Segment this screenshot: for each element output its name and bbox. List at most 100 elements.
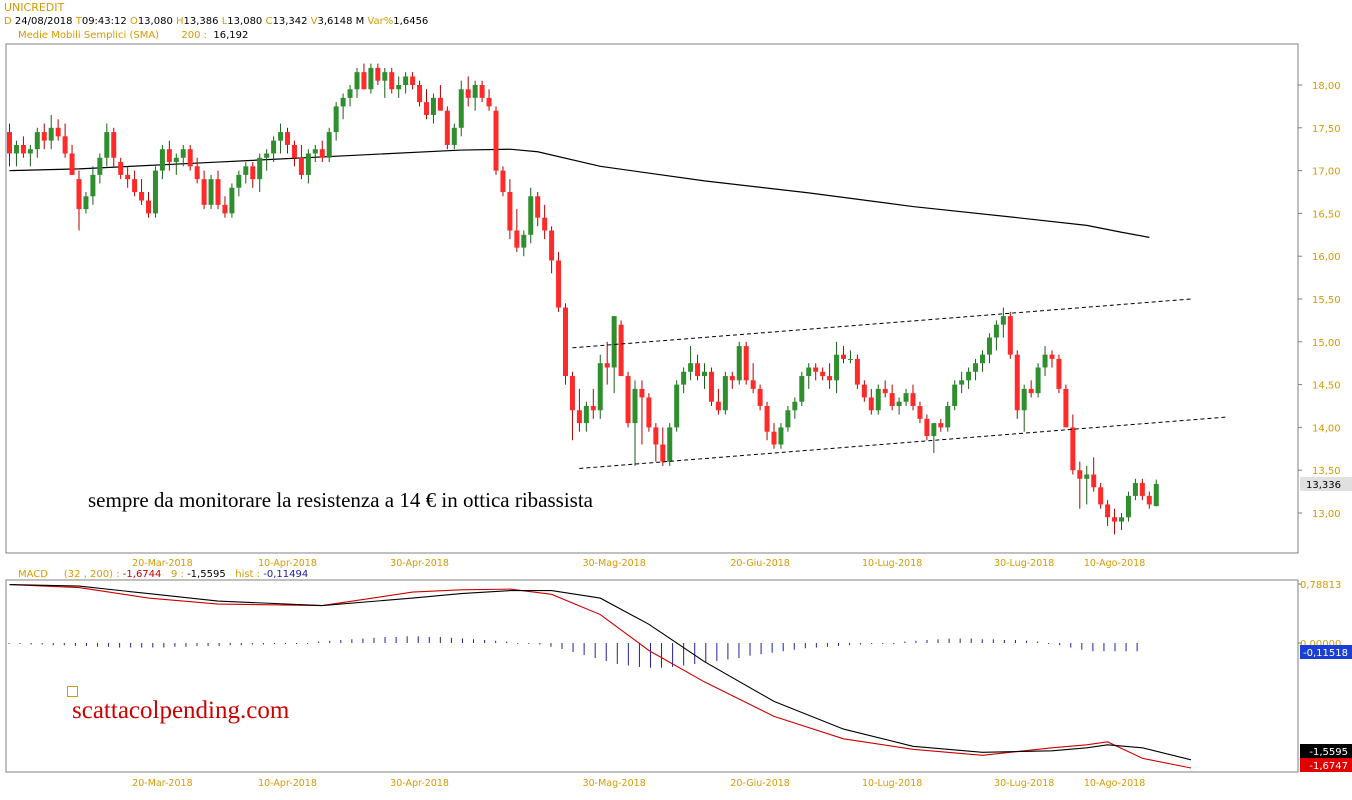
candle-body-down bbox=[194, 166, 200, 180]
candle-body-down bbox=[465, 89, 471, 98]
candle-body-down bbox=[549, 230, 555, 261]
candle-body-up bbox=[521, 234, 527, 248]
sma-period: 200 bbox=[181, 30, 201, 41]
candle-body-up bbox=[1125, 495, 1131, 518]
macd-params: (32 , 200) bbox=[63, 569, 114, 580]
date-key: D bbox=[4, 16, 12, 27]
candle-body-down bbox=[1139, 483, 1145, 496]
candle-body-down bbox=[646, 397, 652, 428]
sma-legend: Medie Mobili Semplici (SMA) 200 : 16,192 bbox=[18, 30, 248, 41]
candle-body-down bbox=[125, 174, 131, 180]
watermark-square-icon bbox=[67, 686, 78, 697]
date-tick-label: 20-Mar-2018 bbox=[132, 778, 192, 789]
candle-body-up bbox=[986, 337, 992, 355]
candle-body-up bbox=[340, 97, 346, 107]
candle-body-up bbox=[1153, 483, 1159, 507]
candle-body-up bbox=[722, 376, 728, 411]
candle-body-up bbox=[931, 423, 937, 436]
candle-body-up bbox=[847, 358, 853, 360]
candle-body-up bbox=[27, 149, 33, 154]
candle-body-up bbox=[799, 376, 805, 402]
candle-body-down bbox=[361, 72, 367, 90]
high-key: H bbox=[176, 16, 184, 27]
candle-body-up bbox=[681, 371, 687, 385]
candle-body-up bbox=[993, 324, 999, 338]
macd-axis: 0,78813 0,00000-0,11518 -1,5595 -1,6747 bbox=[1298, 580, 1352, 772]
price-tick-label: 14,50 bbox=[1312, 381, 1341, 392]
candle-body-up bbox=[1084, 474, 1090, 479]
candle-body-down bbox=[62, 136, 68, 154]
candlestick-series bbox=[7, 63, 1159, 535]
var-value: 1,6456 bbox=[393, 16, 429, 27]
ticker-title: UNICREDIT bbox=[4, 1, 65, 14]
candle-body-down bbox=[889, 393, 895, 406]
candle-body-up bbox=[90, 174, 96, 197]
date-tick-label: 30-Lug-2018 bbox=[994, 778, 1054, 789]
candle-body-down bbox=[118, 162, 124, 175]
macd-label: MACD bbox=[18, 569, 48, 580]
candle-body-down bbox=[424, 102, 429, 115]
price-tick-label: 13,00 bbox=[1312, 509, 1341, 520]
candle-body-down bbox=[500, 170, 506, 192]
candle-body-up bbox=[1119, 517, 1124, 522]
candle-body-down bbox=[1112, 517, 1118, 522]
macd-lines bbox=[9, 584, 1192, 769]
candle-body-down bbox=[715, 401, 721, 411]
candle-body-up bbox=[472, 85, 478, 98]
quote-line: D 24/08/2018 T09:43:12 O13,080 H13,386 L… bbox=[4, 16, 428, 27]
candle-body-up bbox=[13, 144, 19, 154]
macd-legend: MACD (32 , 200) : -1,6744 9 : -1,5595 hi… bbox=[18, 569, 308, 580]
candle-body-down bbox=[729, 376, 735, 381]
candle-body-up bbox=[1042, 354, 1048, 368]
candle-body-down bbox=[215, 179, 221, 205]
macd-tick-label: 0,78813 bbox=[1300, 580, 1341, 591]
macd-value-box bbox=[1300, 758, 1352, 772]
sma-value: 16,192 bbox=[213, 30, 249, 41]
candle-body-up bbox=[229, 187, 235, 214]
sma-label: Medie Mobili Semplici (SMA) bbox=[18, 30, 160, 41]
candle-body-down bbox=[389, 72, 395, 90]
candle-body-up bbox=[83, 196, 89, 210]
close-value: 13,342 bbox=[272, 16, 308, 27]
candle-body-down bbox=[1056, 358, 1062, 389]
candle-body-down bbox=[604, 363, 610, 368]
candle-body-down bbox=[146, 200, 151, 214]
candle-body-up bbox=[236, 174, 242, 188]
candle-body-up bbox=[806, 367, 812, 377]
candle-body-down bbox=[41, 132, 47, 141]
candle-body-down bbox=[187, 149, 193, 167]
candle-body-up bbox=[583, 406, 589, 424]
candle-body-up bbox=[688, 363, 694, 372]
candle-body-up bbox=[778, 427, 784, 445]
candle-body-down bbox=[1028, 388, 1034, 394]
candle-body-down bbox=[437, 97, 443, 111]
lower-channel-line bbox=[579, 416, 1226, 469]
candle-body-down bbox=[514, 230, 520, 248]
candle-body-down bbox=[639, 388, 645, 398]
date-tick-label: 10-Lug-2018 bbox=[862, 558, 922, 569]
candle-body-down bbox=[201, 179, 207, 205]
price-tick-label: 16,00 bbox=[1312, 252, 1341, 263]
candle-body-down bbox=[69, 153, 75, 175]
candle-body-up bbox=[104, 132, 110, 158]
candle-body-up bbox=[305, 153, 311, 175]
candle-body-down bbox=[166, 149, 172, 163]
price-tick-label: 18,00 bbox=[1312, 81, 1341, 92]
candle-body-down bbox=[1049, 354, 1055, 359]
candle-body-down bbox=[250, 166, 256, 180]
signal-value: -1,5595 bbox=[187, 569, 226, 580]
x-axis-labels-bottom: 20-Mar-2018 10-Apr-2018 30-Apr-2018 30-Mag-… bbox=[132, 778, 1145, 789]
candle-body-up bbox=[152, 170, 158, 214]
candle-body-up bbox=[97, 157, 103, 175]
candle-body-up bbox=[180, 149, 186, 158]
candle-body-up bbox=[173, 157, 179, 163]
candle-body-up bbox=[326, 132, 332, 158]
candle-body-up bbox=[396, 85, 402, 90]
time-key: T bbox=[75, 16, 82, 27]
date-tick-label: 30-Apr-2018 bbox=[390, 558, 449, 569]
candle-body-up bbox=[632, 388, 638, 424]
macd-panel bbox=[5, 579, 1299, 773]
candle-body-down bbox=[1007, 316, 1013, 355]
candle-body-down bbox=[861, 384, 867, 398]
trendline-layer bbox=[572, 298, 1226, 469]
